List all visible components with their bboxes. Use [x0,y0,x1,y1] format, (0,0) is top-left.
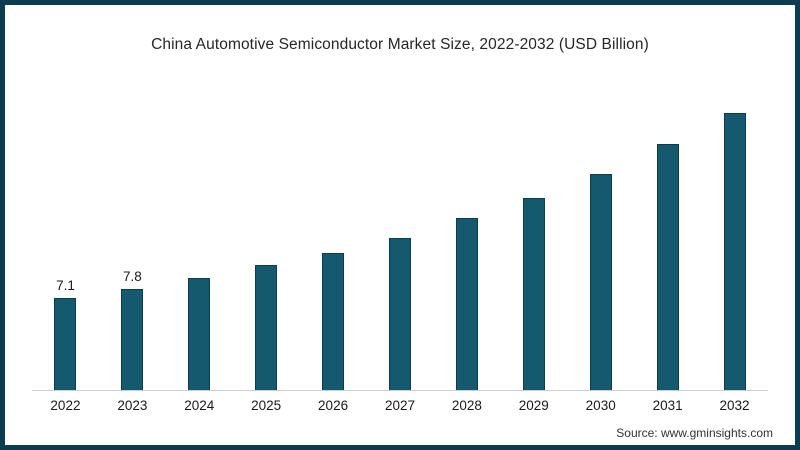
x-tick-label-2022: 2022 [50,398,81,413]
x-tick-label-2025: 2025 [251,398,282,413]
source-credit: Source: www.gminsights.com [616,426,773,440]
x-axis-line [32,390,768,391]
bar-column-2027 [367,90,434,390]
chart-title: China Automotive Semiconductor Market Si… [151,36,649,53]
x-tick-label-2031: 2031 [652,398,683,413]
bar-2030 [589,174,612,390]
x-tick-label-2028: 2028 [451,398,482,413]
bar-2026 [322,253,345,390]
x-tick-label-2029: 2029 [518,398,549,413]
bar-column-2025 [233,90,300,390]
bar-2023 [121,289,144,390]
bar-2024 [188,278,211,390]
bar-column-2031 [634,90,701,390]
bar-column-2029 [500,90,567,390]
bar-column-2026 [300,90,367,390]
plot-area: 7.1 7.8 [32,90,768,390]
bar-value-label-2022: 7.1 [56,278,75,293]
bar-2031 [656,144,679,390]
x-tick-label-2030: 2030 [585,398,616,413]
bar-column-2022: 7.1 [32,90,99,390]
x-axis-labels: 2022 2023 2024 2025 2026 2027 2028 2029 2030 2031… [32,398,768,413]
bar-2028 [455,218,478,390]
x-tick-label-2026: 2026 [318,398,349,413]
bar-column-2023: 7.8 [99,90,166,390]
x-tick-label-2023: 2023 [117,398,148,413]
bar-2022 [54,298,77,390]
bar-column-2032 [701,90,768,390]
bar-value-label-2023: 7.8 [122,269,142,284]
x-tick-label-2024: 2024 [184,398,215,413]
bar-column-2024 [166,90,233,390]
bar-column-2030 [567,90,634,390]
bar-2027 [388,238,411,390]
x-tick-label-2032: 2032 [719,398,750,413]
bar-2029 [522,198,545,390]
x-tick-label-2027: 2027 [384,398,415,413]
bar-2032 [723,113,746,390]
bar-column-2028 [433,90,500,390]
bar-2025 [255,265,278,390]
